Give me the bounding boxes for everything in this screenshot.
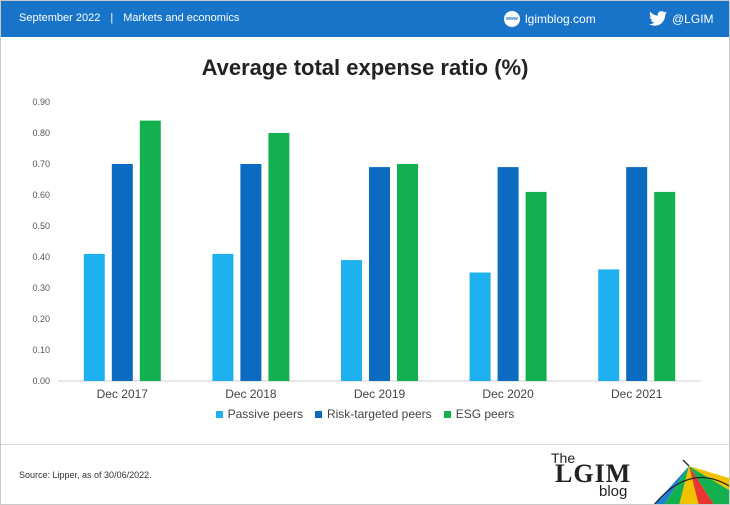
x-tick-label: Dec 2019 bbox=[354, 387, 406, 401]
site-link-text: lgimblog.com bbox=[525, 12, 596, 26]
twitter-handle-text: @LGIM bbox=[672, 11, 714, 26]
bar bbox=[598, 269, 620, 381]
y-tick-label: 0.40 bbox=[32, 252, 50, 262]
legend-label: Passive peers bbox=[227, 407, 303, 421]
bar bbox=[397, 164, 418, 381]
chart-title: Average total expense ratio (%) bbox=[201, 55, 529, 80]
y-tick-label: 0.30 bbox=[32, 283, 50, 293]
legend-item: Risk-targeted peers bbox=[314, 407, 432, 421]
bar bbox=[654, 191, 676, 381]
bar bbox=[469, 272, 491, 381]
y-tick-label: 0.70 bbox=[32, 159, 50, 169]
source-note: Source: Lipper, as of 30/06/2022. bbox=[19, 470, 152, 480]
x-tick-label: Dec 2020 bbox=[482, 387, 534, 401]
site-link[interactable]: www lgimblog.com bbox=[504, 11, 596, 27]
header-date: September 2022 bbox=[19, 12, 101, 24]
y-tick-label: 0.90 bbox=[32, 97, 50, 107]
bar bbox=[111, 164, 133, 381]
bar bbox=[341, 260, 362, 381]
bar bbox=[83, 253, 105, 381]
bar bbox=[497, 167, 519, 381]
legend-swatch bbox=[443, 410, 451, 418]
y-tick-label: 0.60 bbox=[32, 190, 50, 200]
www-globe-icon: www bbox=[504, 11, 520, 27]
bar-chart: 0.00 0.10 0.20 0.30 0.40 0.50 0.60 0.70 0.80 0.90… bbox=[32, 97, 701, 401]
x-tick-label: Dec 2018 bbox=[225, 387, 277, 401]
logo-the: The bbox=[551, 450, 576, 466]
twitter-link[interactable]: @LGIM bbox=[649, 11, 714, 26]
legend-swatch bbox=[314, 410, 322, 418]
header-separator: | bbox=[110, 12, 114, 24]
bar bbox=[525, 191, 547, 381]
logo-blog: blog bbox=[599, 483, 628, 500]
legend-label: Risk-targeted peers bbox=[326, 407, 432, 421]
x-tick-label: Dec 2017 bbox=[97, 387, 149, 401]
bar bbox=[268, 133, 290, 381]
legend-label: ESG peers bbox=[455, 407, 515, 421]
umbrella-icon bbox=[653, 460, 729, 504]
bar bbox=[369, 167, 390, 381]
bar bbox=[240, 164, 262, 381]
legend-item: ESG peers bbox=[443, 407, 515, 421]
bar bbox=[212, 253, 234, 381]
y-tick-label: 0.80 bbox=[32, 128, 50, 138]
y-tick-label: 0.50 bbox=[32, 221, 50, 231]
y-tick-label: 0.20 bbox=[32, 314, 50, 324]
legend-item: Passive peers bbox=[215, 407, 303, 421]
footer-divider bbox=[1, 444, 729, 445]
twitter-bird-icon bbox=[649, 11, 667, 26]
y-tick-label: 0.10 bbox=[32, 345, 50, 355]
header-category[interactable]: Markets and economics bbox=[123, 12, 240, 24]
legend-swatch bbox=[215, 410, 223, 418]
header-left: September 2022 | Markets and economics bbox=[19, 12, 239, 24]
logo-lgim: LGIM bbox=[555, 459, 632, 488]
x-tick-label: Dec 2021 bbox=[611, 387, 663, 401]
chart-legend: Passive peers Risk-targeted peers ESG peer… bbox=[1, 407, 729, 421]
header-bar: September 2022 | Markets and economics www… bbox=[1, 1, 729, 37]
y-tick-label: 0.00 bbox=[32, 376, 50, 386]
lgim-blog-logo: The LGIM blog bbox=[549, 450, 649, 504]
bar bbox=[626, 167, 648, 381]
bar bbox=[139, 120, 161, 381]
